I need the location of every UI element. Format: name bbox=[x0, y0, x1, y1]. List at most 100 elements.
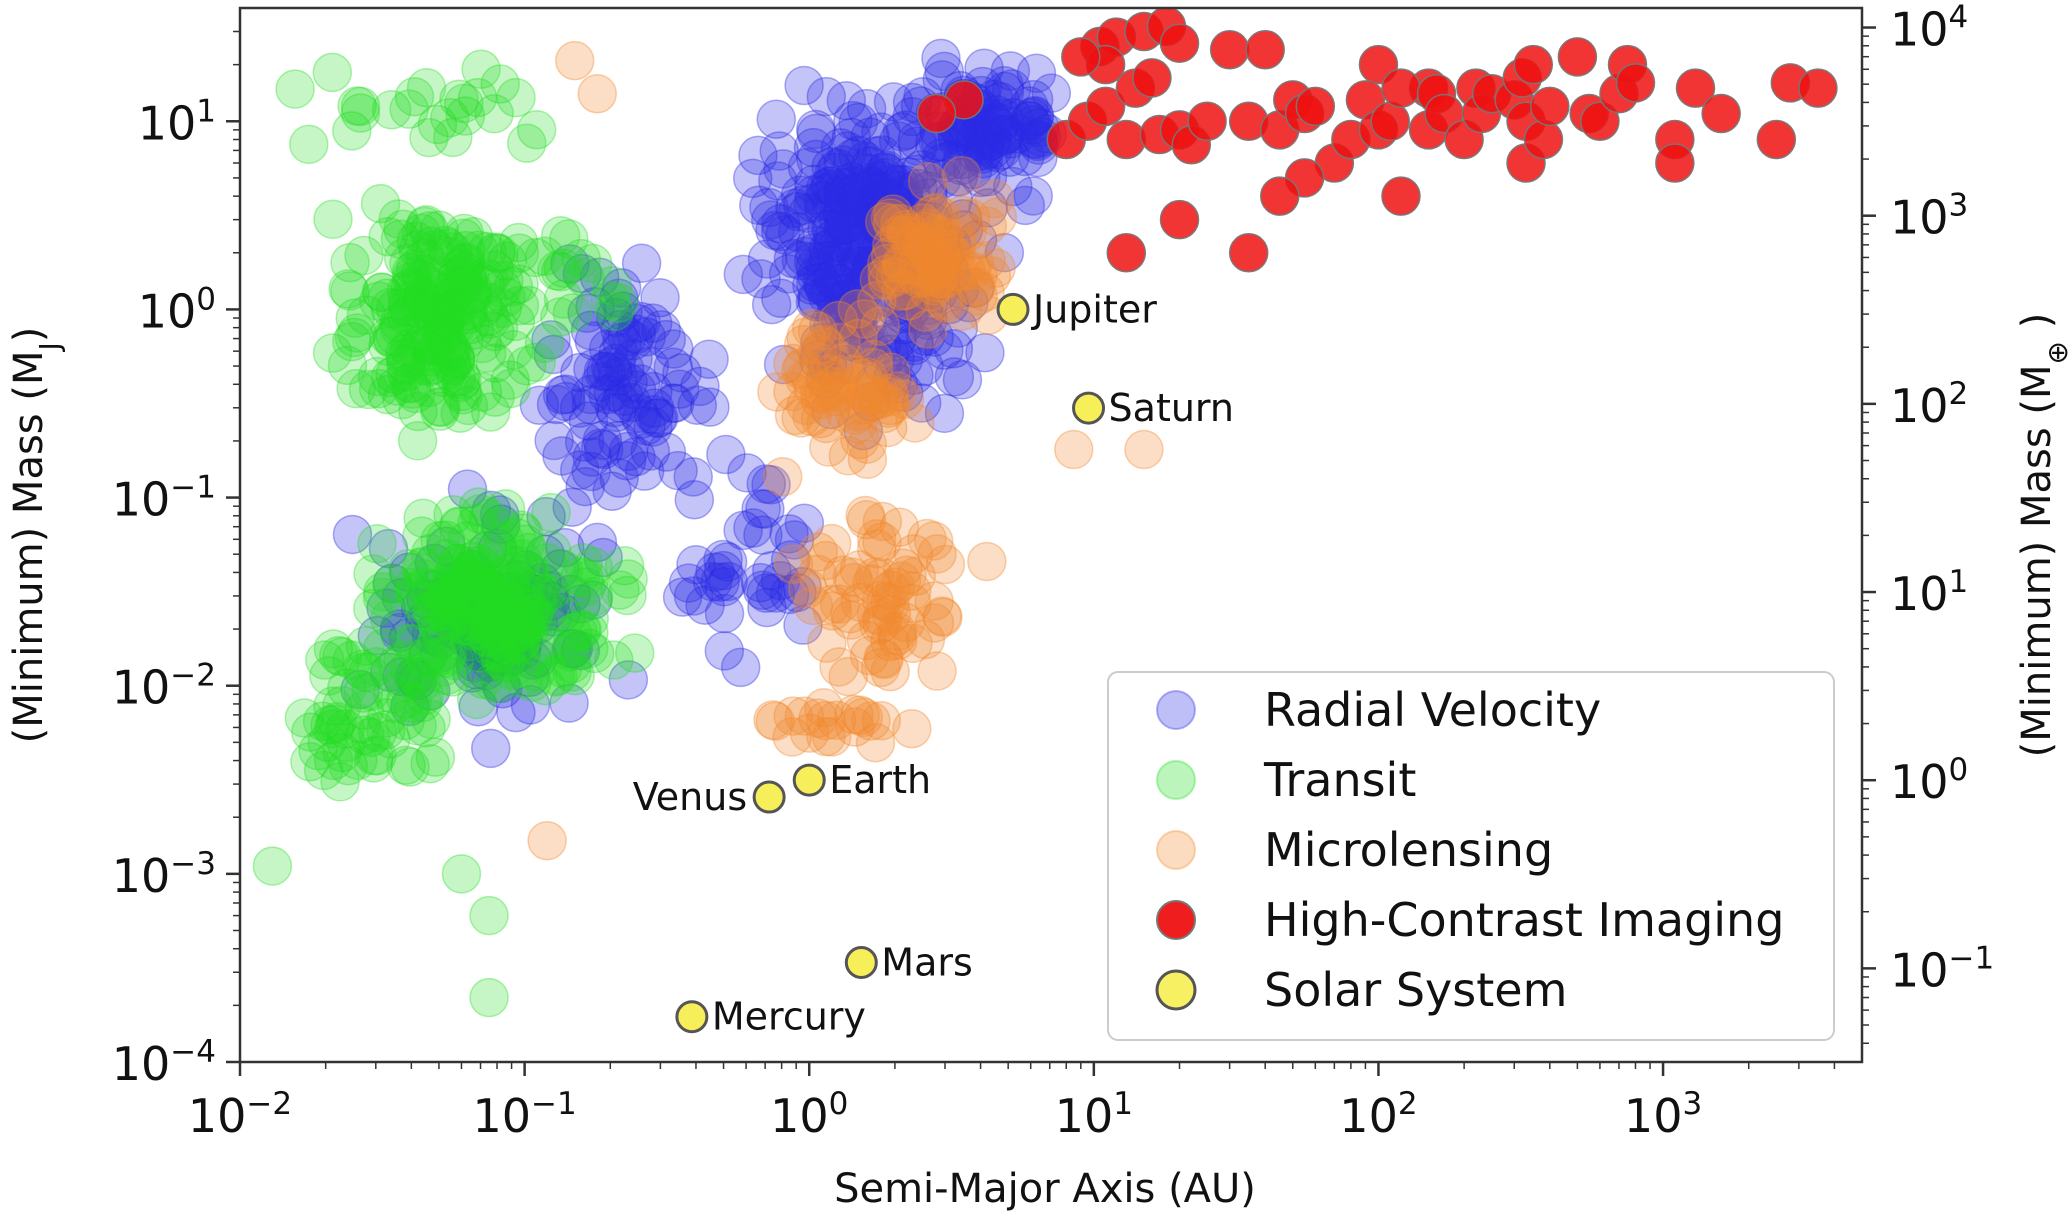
microlensingpoint bbox=[910, 272, 950, 312]
radial-velocitypoint bbox=[803, 181, 844, 221]
transitpoint bbox=[448, 600, 489, 640]
transitpoint bbox=[432, 556, 473, 597]
radial-velocitypoint bbox=[898, 255, 938, 296]
transitpoint bbox=[411, 266, 451, 307]
transitpoint bbox=[479, 233, 519, 274]
radial-velocitypoint bbox=[858, 195, 899, 235]
radial-velocitypoint bbox=[793, 183, 833, 223]
radial-velocitypoint bbox=[877, 246, 918, 286]
high-contrast-imagingpoint bbox=[1245, 29, 1285, 70]
radial-velocitypoint bbox=[861, 112, 901, 152]
planet-label: Venus bbox=[633, 775, 747, 819]
transitpoint bbox=[370, 599, 410, 639]
radial-velocitypoint bbox=[565, 466, 605, 507]
radial-velocitypoint bbox=[867, 150, 907, 191]
radial-velocitypoint bbox=[536, 384, 577, 425]
radial-velocitypoint bbox=[695, 552, 735, 592]
radial-velocitypoint bbox=[807, 345, 848, 386]
radial-velocitypoint bbox=[750, 200, 791, 240]
radial-velocitypoint bbox=[583, 351, 624, 392]
high-contrast-imagingpoint bbox=[1557, 37, 1598, 77]
radial-velocitypoint bbox=[594, 387, 635, 428]
transitpoint bbox=[485, 521, 525, 561]
radial-velocitypoint bbox=[629, 346, 670, 387]
transitpoint bbox=[386, 745, 426, 785]
microlensingpoint bbox=[967, 206, 1007, 246]
radial-velocitypoint bbox=[770, 540, 811, 580]
radial-velocitypoint bbox=[861, 207, 902, 247]
transitpoint bbox=[440, 545, 481, 586]
radial-velocitypoint bbox=[878, 364, 919, 404]
transitpoint bbox=[487, 559, 527, 600]
microlensingpoint bbox=[888, 212, 929, 253]
radial-velocitypoint bbox=[602, 322, 642, 363]
transitpoint bbox=[508, 552, 549, 592]
transitpoint bbox=[460, 545, 501, 585]
microlensingpoint bbox=[830, 593, 870, 634]
transitpoint bbox=[490, 559, 530, 599]
radial-velocitypoint bbox=[855, 364, 895, 404]
radial-velocitypoint bbox=[860, 255, 900, 296]
microlensingpoint bbox=[868, 388, 909, 428]
radial-velocitypoint bbox=[440, 586, 481, 627]
microlensingpoint bbox=[819, 647, 859, 687]
microlensingpoint bbox=[844, 299, 885, 339]
transitpoint bbox=[552, 643, 592, 684]
transitpoint bbox=[431, 343, 472, 383]
microlensingpoint bbox=[811, 717, 852, 757]
radial-velocitypoint bbox=[984, 114, 1025, 155]
radial-velocitypoint bbox=[519, 385, 560, 426]
radial-velocitypoint bbox=[984, 65, 1025, 106]
transitpoint bbox=[499, 602, 539, 642]
microlensingpoint bbox=[816, 377, 856, 417]
microlensingpoint bbox=[840, 582, 880, 622]
radial-velocitypoint bbox=[834, 173, 874, 213]
radial-velocitypoint bbox=[846, 200, 886, 241]
radial-velocitypoint bbox=[827, 344, 867, 385]
transitpoint bbox=[424, 298, 465, 338]
radial-velocitypoint bbox=[838, 135, 879, 176]
radial-velocitypoint bbox=[1014, 97, 1054, 137]
right-y-tick-label: 102 bbox=[1890, 376, 1968, 433]
radial-velocitypoint bbox=[474, 624, 515, 664]
radial-velocitypoint bbox=[542, 436, 582, 476]
transitpoint bbox=[335, 298, 375, 338]
microlensingpoint bbox=[819, 362, 859, 402]
microlensingpoint bbox=[870, 584, 910, 624]
microlensingpoint bbox=[870, 385, 911, 426]
radial-velocitypoint bbox=[621, 301, 661, 342]
radial-velocitypoint bbox=[447, 469, 488, 509]
transitpoint bbox=[421, 608, 461, 649]
transitpoint bbox=[552, 614, 593, 654]
microlensingpoint bbox=[856, 528, 897, 569]
radial-velocitypoint bbox=[637, 398, 678, 439]
transitpoint bbox=[429, 332, 469, 373]
transitpoint bbox=[480, 639, 521, 680]
radial-velocitypoint bbox=[811, 389, 851, 430]
radial-velocitypoint bbox=[822, 237, 862, 277]
microlensingpoint bbox=[797, 333, 838, 373]
x-axis-label: Semi-Major Axis (AU) bbox=[834, 1166, 1256, 1212]
microlensingpoint bbox=[905, 292, 945, 332]
radial-velocitypoint bbox=[993, 166, 1033, 207]
legend-marker bbox=[1156, 900, 1196, 940]
transitpoint bbox=[401, 547, 441, 588]
microlensingpoint bbox=[797, 311, 838, 351]
radial-velocitypoint bbox=[545, 374, 586, 414]
radial-velocitypoint bbox=[630, 431, 671, 471]
microlensingpoint bbox=[847, 372, 887, 413]
radial-velocitypoint bbox=[832, 165, 872, 206]
transitpoint bbox=[479, 559, 519, 599]
microlensingpoint bbox=[856, 519, 897, 559]
transitpoint bbox=[439, 560, 480, 601]
transitpoint bbox=[438, 603, 479, 643]
transitpoint bbox=[509, 612, 549, 652]
microlensingpoint bbox=[877, 611, 917, 652]
transitpoint bbox=[565, 257, 605, 298]
radial-velocitypoint bbox=[850, 146, 890, 186]
radial-velocitypoint bbox=[818, 199, 859, 240]
radial-velocitypoint bbox=[817, 263, 857, 303]
transitpoint bbox=[433, 495, 473, 535]
transitpoint bbox=[409, 211, 450, 251]
transitpoint bbox=[338, 740, 378, 781]
